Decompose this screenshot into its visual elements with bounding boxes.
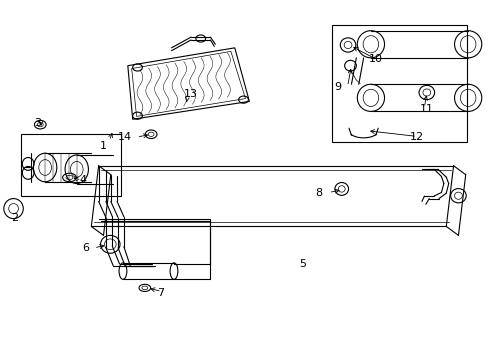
Text: 7: 7 [157,288,164,297]
Text: 9: 9 [334,82,341,92]
Text: 13: 13 [183,89,198,99]
Text: 2: 2 [11,212,19,222]
Text: 5: 5 [299,259,305,269]
Text: 14: 14 [117,132,131,142]
Bar [21,134,120,196]
Bar [331,24,466,143]
Text: 10: 10 [368,54,382,64]
Text: 6: 6 [82,243,89,253]
Text: 1: 1 [100,141,107,151]
Text: 8: 8 [315,188,322,198]
Text: 12: 12 [409,132,424,142]
Text: 3: 3 [34,118,41,128]
Text: 4: 4 [79,175,86,185]
Text: 11: 11 [419,104,433,113]
